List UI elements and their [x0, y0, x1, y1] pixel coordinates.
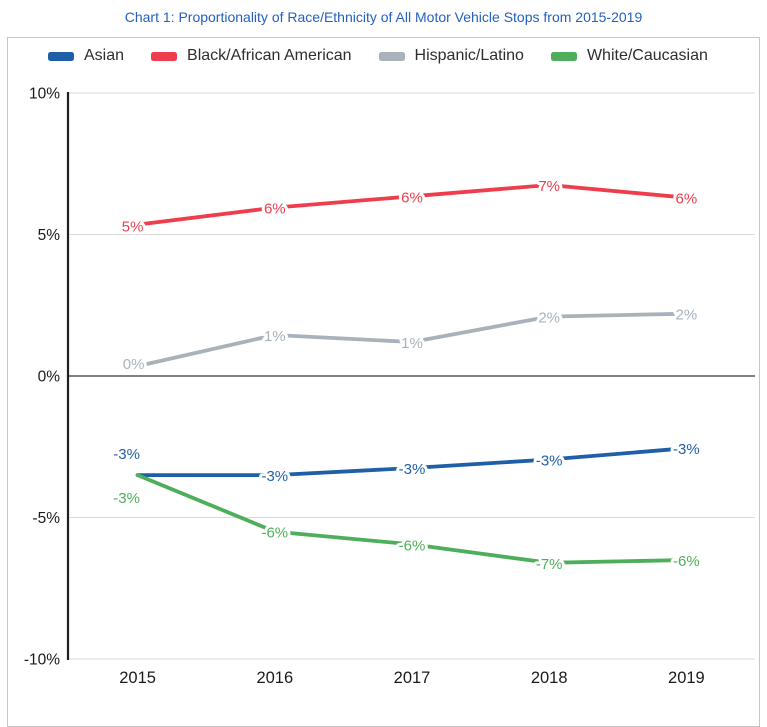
legend-item-white-caucasian: White/Caucasian: [550, 47, 708, 65]
x-tick-label: 2017: [394, 669, 431, 687]
data-label: -3%: [673, 441, 700, 458]
y-tick-label: 10%: [29, 86, 60, 103]
series-line-black-african-american: [135, 183, 689, 227]
x-tick-label: 2018: [531, 669, 568, 687]
legend-swatch-asian: [48, 51, 74, 61]
series-line-asian: [135, 446, 689, 478]
legend-label-black-african-american: Black/African American: [187, 47, 352, 64]
chart-title: Chart 1: Proportionality of Race/Ethnici…: [124, 9, 643, 25]
y-tick-label: -10%: [24, 652, 60, 669]
data-label: 1%: [401, 335, 423, 352]
chart-container: Asian Black/African American Hispanic/La…: [7, 37, 760, 727]
y-tick-label: -5%: [32, 510, 60, 527]
data-label: -7%: [536, 556, 563, 573]
y-tick-label: 5%: [38, 227, 61, 244]
data-label: -3%: [261, 468, 288, 485]
x-tick-label: 2016: [256, 669, 293, 687]
legend-item-asian: Asian: [48, 47, 124, 65]
legend-label-hispanic-latino: Hispanic/Latino: [414, 47, 524, 64]
legend-swatch-hispanic-latino: [378, 51, 405, 61]
data-label: -3%: [113, 446, 140, 463]
data-label: 5%: [122, 219, 144, 236]
data-label: -6%: [261, 525, 288, 542]
legend-label-white-caucasian: White/Caucasian: [586, 47, 708, 64]
chart-legend: Asian Black/African American Hispanic/La…: [48, 45, 708, 67]
data-label: 7%: [538, 178, 560, 195]
data-label: -3%: [113, 490, 140, 507]
x-tick-label: 2015: [119, 669, 156, 687]
series-line-hispanic-latino: [135, 311, 689, 369]
data-label: 2%: [538, 310, 560, 327]
data-label: 0%: [123, 356, 145, 373]
data-label: -3%: [399, 461, 426, 478]
data-label: 1%: [264, 328, 286, 345]
data-label: -6%: [399, 537, 426, 554]
series-line-white-caucasian: [135, 473, 689, 565]
data-label: 2%: [676, 307, 698, 324]
data-label: 6%: [676, 191, 698, 208]
y-tick-label: 0%: [38, 369, 61, 386]
legend-label-asian: Asian: [84, 47, 125, 64]
legend-item-hispanic-latino: Hispanic/Latino: [378, 47, 524, 65]
data-label: -6%: [673, 553, 700, 570]
legend-swatch-black-african-american: [151, 51, 178, 61]
data-label: 6%: [401, 189, 423, 206]
legend-swatch-white-caucasian: [550, 51, 577, 61]
data-label: -3%: [536, 452, 563, 469]
x-tick-label: 2019: [668, 669, 705, 687]
data-label: 6%: [264, 201, 286, 218]
chart-svg: 10% 5% 0% -5% -10% -3% -3% -3% -3% -3% 5% 6% 6% 7% 6% 0…: [24, 86, 755, 687]
legend-item-black-african-american: Black/African American: [151, 47, 352, 65]
